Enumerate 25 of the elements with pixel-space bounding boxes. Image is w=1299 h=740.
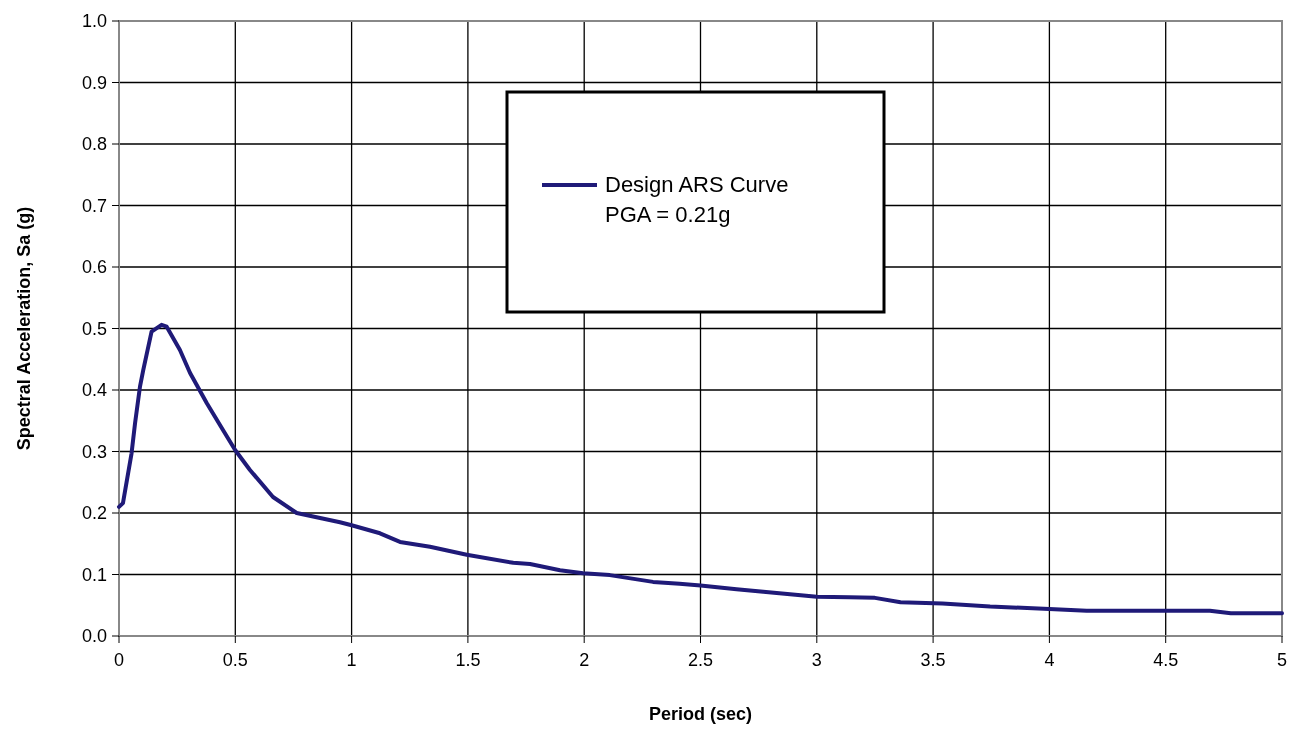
y-tick-label: 0.4 [81,380,107,400]
y-axis-title: Spectral Acceleration, Sa (g) [14,206,34,451]
x-tick-label: 3.5 [920,650,946,670]
y-tick-label: 0.8 [81,134,107,154]
x-tick-label: 2 [579,650,590,670]
x-tick-label: 1 [346,650,357,670]
x-tick-label: 0.5 [222,650,248,670]
y-tick-label: 0.1 [81,564,107,585]
x-tick-label: 4.5 [1153,650,1179,670]
legend-label: Design ARS Curve PGA = 0.21g [605,172,789,227]
x-tick-label: 1.5 [455,650,481,670]
x-axis-title: Period (sec) [648,704,753,724]
y-tick-label: 0.0 [81,626,107,646]
x-tick-label: 4 [1044,650,1055,670]
x-tick-label: 0 [113,650,125,670]
y-tick-label: 1.0 [81,11,107,31]
y-tick-label: 0.3 [81,441,107,462]
y-tick-label: 0.7 [81,195,107,216]
y-tick-label: 0.2 [81,503,107,523]
x-tick-label: 5 [1276,650,1288,670]
y-tick-label: 0.5 [81,318,107,339]
x-tick-label: 3 [811,650,822,670]
y-tick-label: 0.9 [81,72,107,93]
x-tick-label: 2.5 [687,650,714,670]
y-tick-label: 0.6 [81,257,107,277]
